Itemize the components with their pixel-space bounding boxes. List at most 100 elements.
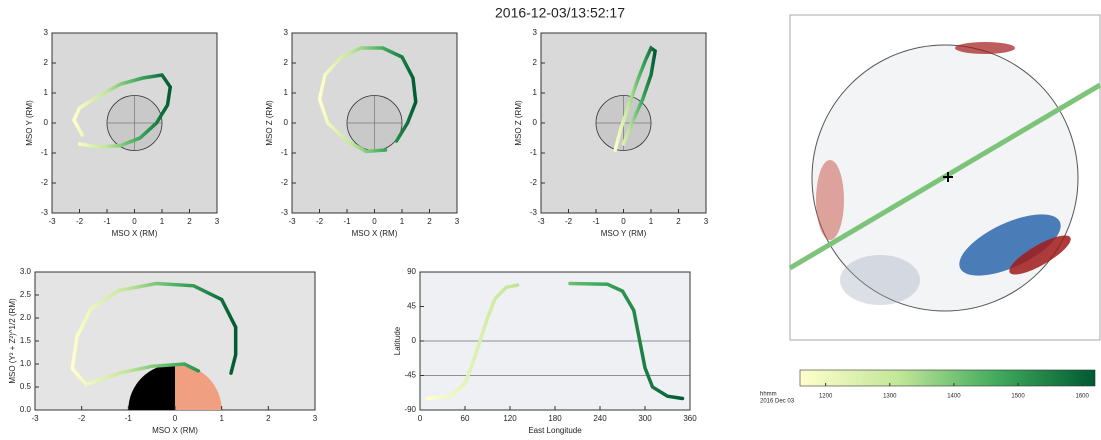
x-tick-label: 1	[400, 217, 405, 226]
colorbar-label: hhmm	[760, 392, 777, 398]
y-axis-label: MSO (Y² + Z²)^1/2 (RM)	[8, 298, 17, 384]
x-tick-label: 0	[621, 217, 626, 226]
x-tick-label: 360	[683, 414, 697, 423]
x-tick-label: -1	[125, 414, 133, 423]
x-tick-label: 1	[160, 217, 165, 226]
x-tick-label: 2	[187, 217, 192, 226]
orbit-track	[613, 45, 658, 152]
x-tick-label: -3	[48, 217, 56, 226]
x-tick-label: 2	[266, 414, 271, 423]
y-tick-label: 3	[533, 28, 538, 37]
colorbar-tick-label: 1200	[819, 394, 833, 400]
orbit-track	[317, 46, 418, 154]
colorbar: hhmm 2016 Dec 03 1200 1300 1400 1500 1600	[760, 369, 1096, 405]
planet-night	[128, 364, 175, 410]
y-tick-label: -2	[281, 178, 289, 187]
y-tick-label: 0	[412, 336, 417, 345]
colorbar-tick-label: 1500	[1011, 394, 1025, 400]
y-tick-label: -3	[281, 208, 289, 217]
x-tick-label: -3	[31, 414, 39, 423]
y-tick-label: 1.0	[20, 359, 32, 368]
y-tick-label: 1	[44, 88, 49, 97]
orbit-track	[425, 281, 685, 401]
colorbar-tick-label: 1600	[1075, 394, 1089, 400]
y-tick-label: 1	[533, 88, 538, 97]
y-tick-label: -3	[41, 208, 49, 217]
y-axis-label: MSO Y (RM)	[25, 100, 34, 146]
x-tick-label: 60	[461, 414, 470, 423]
y-tick-label: -90	[404, 405, 416, 414]
y-tick-label: 0.5	[20, 382, 32, 391]
x-tick-label: 3	[313, 414, 318, 423]
colorbar-tick-label: 1300	[883, 394, 897, 400]
y-tick-label: 2	[533, 58, 538, 67]
y-tick-label: -1	[281, 148, 289, 157]
y-tick-label: 45	[407, 302, 416, 311]
x-tick-label: 1	[649, 217, 654, 226]
x-tick-label: 0	[372, 217, 377, 226]
y-tick-label: 2	[44, 58, 49, 67]
x-tick-label: -3	[537, 217, 545, 226]
colorbar-sublabel: 2016 Dec 03	[760, 399, 795, 405]
y-tick-label: 3	[44, 28, 49, 37]
x-tick-label: 2	[676, 217, 681, 226]
x-tick-label: 1	[219, 414, 224, 423]
x-tick-label: 3	[215, 217, 220, 226]
planet-grid	[347, 95, 402, 151]
y-tick-label: 90	[407, 267, 416, 276]
x-tick-label: -2	[78, 414, 86, 423]
y-tick-label: 1	[284, 88, 289, 97]
x-tick-label: -1	[343, 217, 351, 226]
horizontal-guides	[420, 340, 690, 376]
x-tick-label: 300	[638, 414, 652, 423]
sphere-view	[788, 14, 1101, 341]
x-axis-label: MSO X (RM)	[352, 229, 398, 238]
y-tick-label: 0	[284, 118, 289, 127]
y-tick-label: -1	[530, 148, 538, 157]
panel: -3 -2 -1 0 1 2 3 -3 -2 -1 0 1 2 3 MSO X (RM) MSO Z (RM)	[265, 28, 460, 238]
planet-day	[175, 364, 222, 410]
x-axis-label: MSO X (RM)	[112, 229, 158, 238]
panel: -3 -2 -1 0 1 2 3 0.0 0.5 1.0 1.5 2.0 2.5 3.0 MSO X (RM…	[8, 267, 318, 435]
y-tick-label: 1.5	[20, 336, 32, 345]
panel: -3 -2 -1 0 1 2 3 -3 -2 -1 0 1 2 3 MSO Y (RM) MSO Z (RM)	[514, 28, 709, 238]
x-tick-label: 3	[704, 217, 709, 226]
panel: -3 -2 -1 0 1 2 3 -3 -2 -1 0 1 2 3 MSO X (RM) MSO Y (RM)	[25, 28, 220, 238]
y-tick-label: -1	[41, 148, 49, 157]
y-tick-label: 0	[533, 118, 538, 127]
x-tick-label: -2	[76, 217, 84, 226]
x-tick-label: 0	[132, 217, 137, 226]
orbit-track	[70, 281, 238, 387]
y-tick-label: 2.0	[20, 313, 32, 322]
y-axis-label: MSO Z (RM)	[265, 100, 274, 146]
y-tick-label: 3	[284, 28, 289, 37]
x-tick-label: 2	[427, 217, 432, 226]
x-tick-label: -2	[565, 217, 573, 226]
y-tick-label: -45	[404, 371, 416, 380]
x-tick-label: 3	[455, 217, 460, 226]
figure-title: 2016-12-03/13:52:17	[495, 5, 625, 21]
x-tick-label: 240	[593, 414, 607, 423]
y-tick-label: -2	[530, 178, 538, 187]
y-axis-label: MSO Z (RM)	[514, 100, 523, 146]
y-tick-label: 2.5	[20, 290, 32, 299]
y-axis-label: Latitude	[393, 326, 402, 355]
panel: 0 60 120 180 240 300 360 90 45 0 -45 -90 East Longit…	[393, 267, 697, 435]
y-tick-label: -3	[530, 208, 538, 217]
colorbar-tick-label: 1400	[947, 394, 961, 400]
x-tick-label: 180	[548, 414, 562, 423]
x-axis-label: East Longitude	[528, 426, 582, 435]
x-tick-label: -1	[592, 217, 600, 226]
x-axis-label: MSO X (RM)	[152, 426, 198, 435]
x-tick-label: 120	[503, 414, 517, 423]
x-tick-label: -1	[103, 217, 111, 226]
colorbar-scale	[799, 369, 1096, 387]
x-tick-label: 0	[173, 414, 178, 423]
y-tick-label: -2	[41, 178, 49, 187]
x-tick-label: 0	[418, 414, 423, 423]
y-tick-label: 0	[44, 118, 49, 127]
y-tick-label: 3.0	[20, 267, 32, 276]
y-tick-label: 0.0	[20, 405, 32, 414]
orbit-track	[72, 73, 173, 149]
